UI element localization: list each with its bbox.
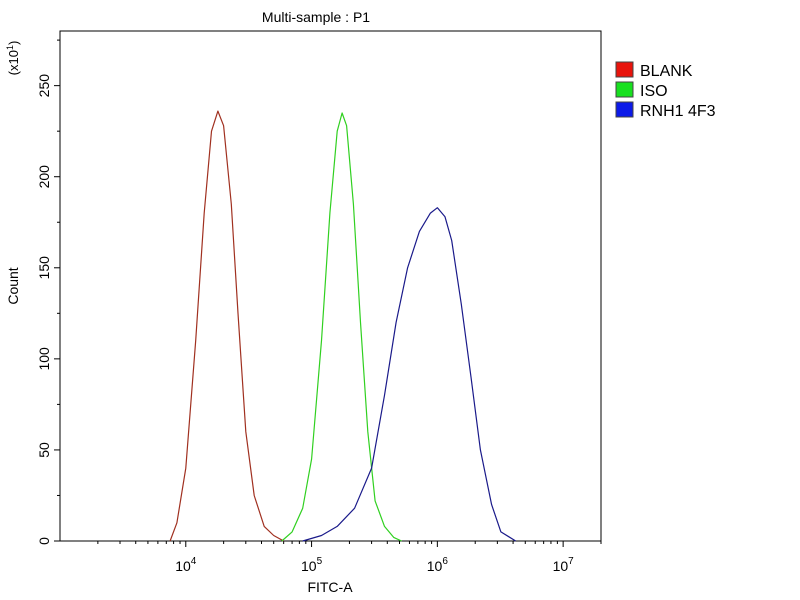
x-tick-label-7: 107	[553, 556, 575, 574]
y-axis-label: Count	[5, 267, 21, 304]
x-tick-exp: 4	[191, 556, 197, 567]
legend-label-iso: ISO	[640, 83, 668, 100]
legend-label-blank: BLANK	[640, 63, 693, 80]
x-tick-label-5: 105	[301, 556, 323, 574]
x-tick-base: 10	[301, 558, 317, 574]
y-axis-multiplier-exp: 1	[5, 45, 15, 50]
y-tick-label-50: 50	[36, 442, 52, 458]
series-line-iso	[281, 112, 402, 542]
x-tick-base: 10	[553, 558, 569, 574]
legend: BLANK ISO RNH1 4F3	[615, 61, 716, 120]
x-axis-label: FITC-A	[307, 579, 353, 595]
x-tick-base: 10	[427, 558, 443, 574]
y-tick-label-200: 200	[36, 165, 52, 189]
y-axis-multiplier: (x101)	[5, 41, 21, 76]
y-axis-multiplier-base: (x10	[6, 50, 21, 75]
x-tick-label-6: 106	[427, 556, 449, 574]
y-tick-label-100: 100	[36, 347, 52, 371]
x-tick-exp: 6	[442, 556, 448, 567]
y-tick-label-0: 0	[36, 537, 52, 545]
x-tick-label-4: 104	[175, 556, 197, 574]
y-tick-label-250: 250	[36, 74, 52, 98]
series-line-rnh1-4f3	[302, 207, 517, 542]
legend-swatch-blank	[615, 61, 634, 78]
series-line-blank	[169, 110, 284, 542]
y-tick-label-150: 150	[36, 256, 52, 280]
plot-frame	[59, 30, 602, 542]
legend-swatch-iso	[615, 81, 634, 98]
x-tick-exp: 5	[317, 556, 323, 567]
legend-swatch-rnh1-4f3	[615, 101, 634, 118]
x-tick-base: 10	[175, 558, 191, 574]
chart-title: Multi-sample : P1	[262, 9, 370, 25]
legend-label-rnh1-4f3: RNH1 4F3	[640, 103, 716, 120]
y-axis-multiplier-close: )	[6, 41, 21, 45]
x-tick-exp: 7	[568, 556, 574, 567]
